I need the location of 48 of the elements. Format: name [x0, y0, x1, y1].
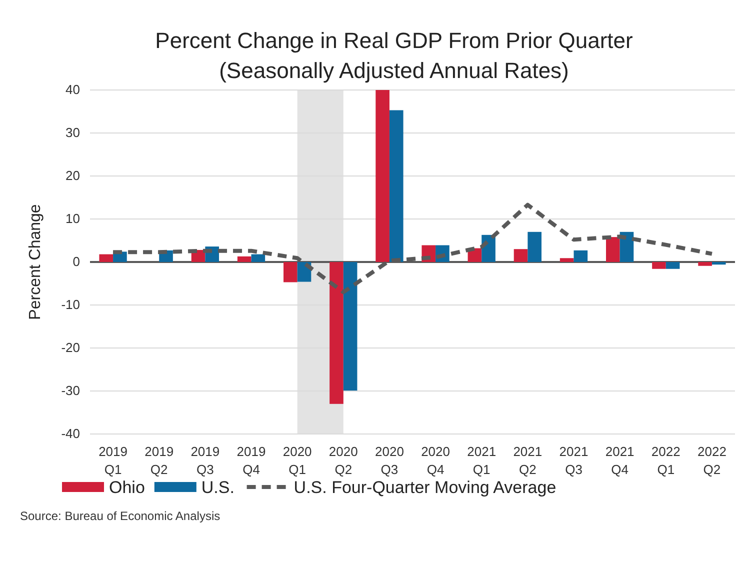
x-tick-label: 2021 Q4	[605, 444, 634, 477]
x-tick-label: 2022 Q1	[651, 444, 680, 477]
bar	[389, 110, 404, 262]
x-tick-label: 2021 Q3	[559, 444, 588, 477]
bar	[712, 262, 726, 265]
y-tick-label: -10	[61, 297, 80, 312]
x-tick-label: 2019 Q3	[190, 444, 220, 477]
legend-label: U.S. Four-Quarter Moving Average	[294, 478, 556, 497]
bar	[560, 258, 574, 262]
x-tick-label: 2020 Q3	[375, 444, 404, 477]
y-tick-label: 40	[66, 82, 80, 97]
legend-label: U.S.	[201, 478, 234, 497]
bar	[528, 232, 542, 262]
bar	[698, 262, 712, 266]
source-note: Source: Bureau of Economic Analysis	[20, 509, 220, 523]
x-tick-label: 2020 Q1	[282, 444, 312, 477]
y-tick-label: -40	[61, 426, 80, 441]
bar	[606, 237, 620, 262]
bar	[666, 262, 680, 269]
y-tick-label: 10	[66, 211, 80, 226]
bar	[620, 232, 634, 262]
x-tick-label: 2021 Q2	[513, 444, 542, 477]
bar	[343, 262, 358, 391]
chart-subtitle: (Seasonally Adjusted Annual Rates)	[219, 58, 569, 83]
x-tick-label: 2019 Q1	[98, 444, 128, 477]
bar	[99, 254, 114, 262]
y-tick-label: 30	[66, 125, 80, 140]
legend-label: Ohio	[109, 478, 145, 497]
x-tick-label: 2019 Q4	[236, 444, 266, 477]
x-tick-label: 2021 Q1	[467, 444, 496, 477]
bar	[514, 249, 528, 262]
bar	[251, 254, 266, 262]
y-tick-label: 20	[66, 168, 80, 183]
bar	[574, 250, 588, 262]
x-tick-label: 2020 Q4	[421, 444, 450, 477]
x-tick-label: 2020 Q2	[328, 444, 358, 477]
chart-title: Percent Change in Real GDP From Prior Quarter	[155, 28, 633, 53]
bar	[237, 256, 252, 262]
x-tick-label: 2022 Q2	[698, 444, 726, 477]
y-tick-label: 0	[72, 254, 80, 269]
y-tick-label: -20	[61, 340, 80, 355]
y-axis-title: Percent Change	[27, 204, 44, 320]
bar	[330, 262, 344, 404]
bar	[376, 90, 390, 262]
y-tick-label: -30	[61, 383, 80, 398]
x-tick-label: 2019 Q2	[144, 444, 174, 477]
bar	[284, 262, 298, 282]
bar	[652, 262, 666, 269]
